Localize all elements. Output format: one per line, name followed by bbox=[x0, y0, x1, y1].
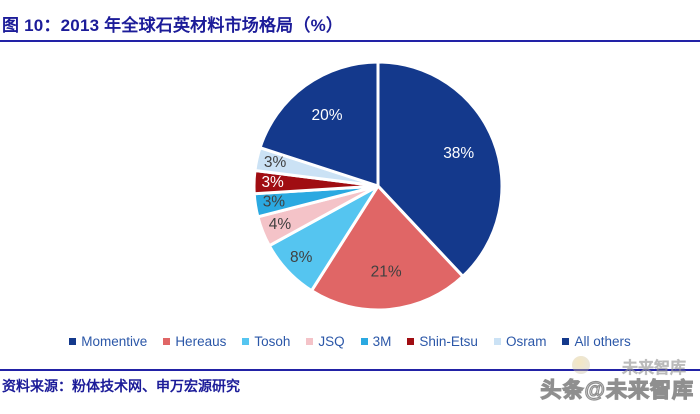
legend-swatch-icon bbox=[306, 337, 314, 345]
pie-chart: 38% 21% 8% 4% 3% 3% 3% 20% bbox=[252, 60, 504, 312]
pie-slice-all-others bbox=[258, 60, 380, 188]
pie-slice-label: 3% bbox=[264, 154, 287, 171]
header-divider bbox=[0, 40, 700, 42]
legend-item-all-others: All others bbox=[562, 333, 631, 349]
legend-label: Shin-Etsu bbox=[419, 333, 478, 349]
legend-label: JSQ bbox=[318, 333, 345, 349]
chart-header: 图 10：2013 年全球石英材料市场格局（%） bbox=[0, 0, 700, 42]
legend-item-jsq: JSQ bbox=[306, 333, 345, 349]
pie-slice-hereaus bbox=[310, 184, 465, 312]
pie-slice-label: 3% bbox=[263, 194, 286, 211]
chart-title: 图 10：2013 年全球石英材料市场格局（%） bbox=[2, 16, 344, 35]
pie-slice-label: 20% bbox=[311, 107, 342, 124]
pie-slice-label: 38% bbox=[443, 145, 474, 162]
chart-legend: Momentive Hereaus Tosoh JSQ 3M Shin-Etsu Osram… bbox=[0, 330, 700, 352]
watermark-faint-text: 未来智库 bbox=[621, 360, 687, 378]
legend-label: Momentive bbox=[81, 333, 148, 349]
pie-slice-label: 3% bbox=[261, 174, 284, 191]
legend-item-tosoh: Tosoh bbox=[242, 334, 290, 349]
pie-slice-label: 21% bbox=[371, 264, 402, 281]
source-note: 资料来源：粉体技术网、申万宏源研究 bbox=[2, 378, 240, 394]
pie-slice-label: 4% bbox=[269, 216, 292, 233]
legend-swatch-icon bbox=[69, 337, 77, 345]
watermark-text: 头条@未来智库 bbox=[540, 378, 694, 402]
legend-label: 3M bbox=[372, 333, 392, 349]
legend-swatch-icon bbox=[562, 337, 570, 345]
legend-label: Tosoh bbox=[254, 333, 291, 349]
legend-item-osram: Osram bbox=[493, 333, 547, 349]
legend-item-hereaus: Hereaus bbox=[163, 334, 226, 349]
legend-label: Hereaus bbox=[175, 333, 227, 349]
legend-label: Osram bbox=[505, 333, 547, 349]
watermark: 未来智库 头条@未来智库 bbox=[524, 354, 694, 412]
legend-swatch-icon bbox=[407, 337, 415, 345]
legend-swatch-icon bbox=[163, 337, 171, 345]
legend-item-3m: 3M bbox=[360, 333, 392, 349]
watermark-logo-icon bbox=[572, 356, 590, 374]
legend-label: All others bbox=[574, 333, 631, 349]
footer-divider bbox=[0, 369, 700, 371]
pie-slice-momentive bbox=[376, 60, 504, 278]
legend-swatch-icon bbox=[242, 337, 250, 345]
pie-chart-area: 38% 21% 8% 4% 3% 3% 3% 20% bbox=[0, 48, 700, 318]
legend-swatch-icon bbox=[493, 337, 501, 345]
pie-slice-label: 8% bbox=[290, 249, 313, 266]
legend-swatch-icon bbox=[360, 337, 368, 345]
legend-item-momentive: Momentive bbox=[69, 334, 147, 349]
legend-item-shin-etsu: Shin-Etsu bbox=[407, 334, 478, 349]
